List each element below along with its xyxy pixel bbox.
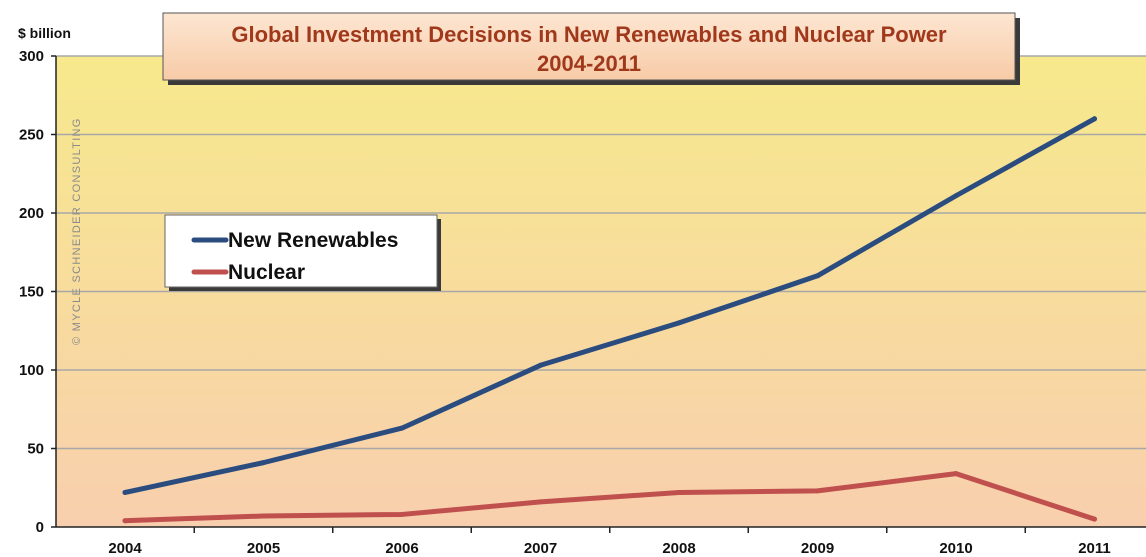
y-tick-label: 150 xyxy=(19,284,44,301)
chart-subtitle: 2004-2011 xyxy=(537,51,641,76)
data-point xyxy=(122,518,128,524)
title-box xyxy=(162,12,1016,81)
x-tick-label: 2004 xyxy=(108,540,142,557)
x-tick-label: 2007 xyxy=(524,540,557,557)
y-tick-label: 0 xyxy=(36,519,44,536)
data-point xyxy=(399,425,405,431)
y-tick-label: 100 xyxy=(19,362,44,379)
data-point xyxy=(676,320,682,326)
x-tick-label: 2010 xyxy=(939,540,972,557)
x-ticks: 2004 2005 2006 2007 2008 2009 2010 2011 xyxy=(108,527,1111,557)
data-point xyxy=(538,499,543,505)
y-tick-label: 300 xyxy=(19,48,44,65)
x-tick-label: 2009 xyxy=(801,540,834,557)
data-point xyxy=(953,193,959,199)
data-point xyxy=(1092,116,1097,122)
data-point xyxy=(538,362,543,368)
legend-label: New Renewables xyxy=(228,229,398,252)
data-point xyxy=(815,488,820,494)
chart-title: Global Investment Decisions in New Renew… xyxy=(231,22,947,47)
data-point xyxy=(261,513,266,519)
y-ticks: 0 50 100 150 200 250 300 xyxy=(19,48,56,536)
watermark: © MYCLE SCHNEIDER CONSULTING xyxy=(71,117,83,345)
legend-items: New Renewables Nuclear xyxy=(191,229,398,284)
data-point xyxy=(815,273,820,279)
y-axis-unit-label: $ billion xyxy=(18,25,71,41)
series-line-nuclear xyxy=(122,471,1097,524)
data-point xyxy=(122,489,128,495)
data-point xyxy=(399,511,405,517)
data-point xyxy=(953,471,959,477)
data-point xyxy=(676,489,682,495)
legend-box xyxy=(164,214,438,288)
legend-label: Nuclear xyxy=(228,261,305,284)
x-tick-label: 2006 xyxy=(385,540,418,557)
y-tick-label: 50 xyxy=(27,441,44,458)
x-tick-label: 2011 xyxy=(1078,540,1111,557)
data-point xyxy=(1092,516,1097,522)
y-tick-label: 250 xyxy=(19,127,44,144)
y-tick-label: 200 xyxy=(19,205,44,222)
series-layer xyxy=(122,116,1097,524)
x-tick-label: 2008 xyxy=(662,540,695,557)
data-point xyxy=(261,460,266,466)
x-tick-label: 2005 xyxy=(247,540,280,557)
series-line-new-renewables xyxy=(122,116,1097,495)
